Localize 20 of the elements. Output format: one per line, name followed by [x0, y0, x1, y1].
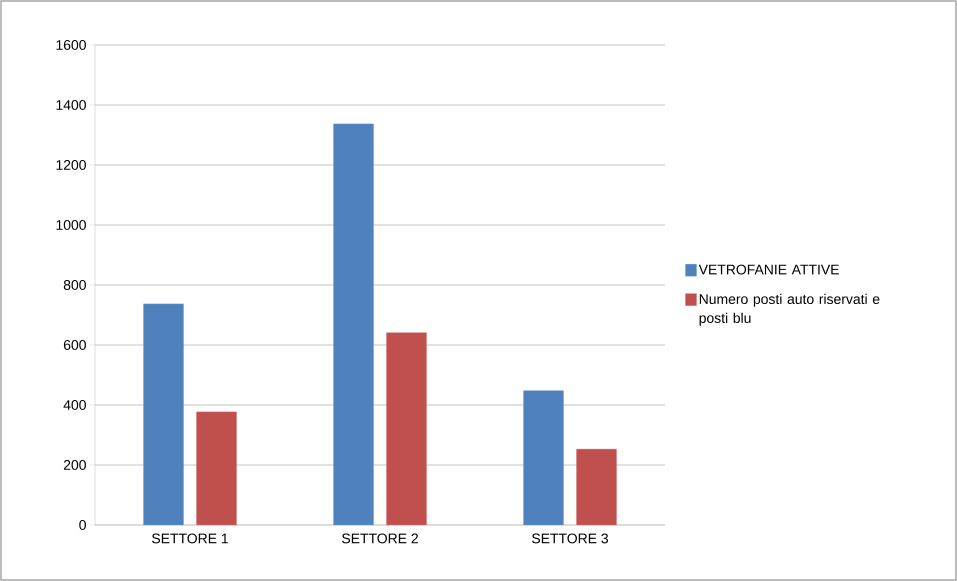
- y-tick-label: 400: [64, 400, 86, 410]
- bar: [143, 304, 184, 526]
- legend-label: Numero posti auto riservati e posti blu: [700, 294, 880, 326]
- x-tick-label: SETTORE 3: [532, 533, 608, 544]
- y-tick-label: 1400: [56, 100, 86, 110]
- y-tick-label: 0: [79, 520, 86, 530]
- x-tick-label: SETTORE 1: [152, 533, 228, 544]
- y-tick-label: 1000: [56, 220, 86, 230]
- y-tick-label: 200: [64, 460, 86, 470]
- bar: [333, 124, 374, 526]
- legend-label: VETROFANIE ATTIVE: [698, 264, 839, 274]
- x-tick-label: SETTORE 2: [342, 533, 418, 544]
- bar: [576, 448, 617, 526]
- y-tick-label: 1600: [56, 40, 86, 50]
- bar: [196, 412, 237, 526]
- y-tick-label: 800: [64, 280, 86, 290]
- bar: [386, 332, 427, 526]
- y-tick-label: 1200: [56, 160, 86, 170]
- y-tick-label: 600: [64, 340, 86, 350]
- bar: [523, 390, 564, 526]
